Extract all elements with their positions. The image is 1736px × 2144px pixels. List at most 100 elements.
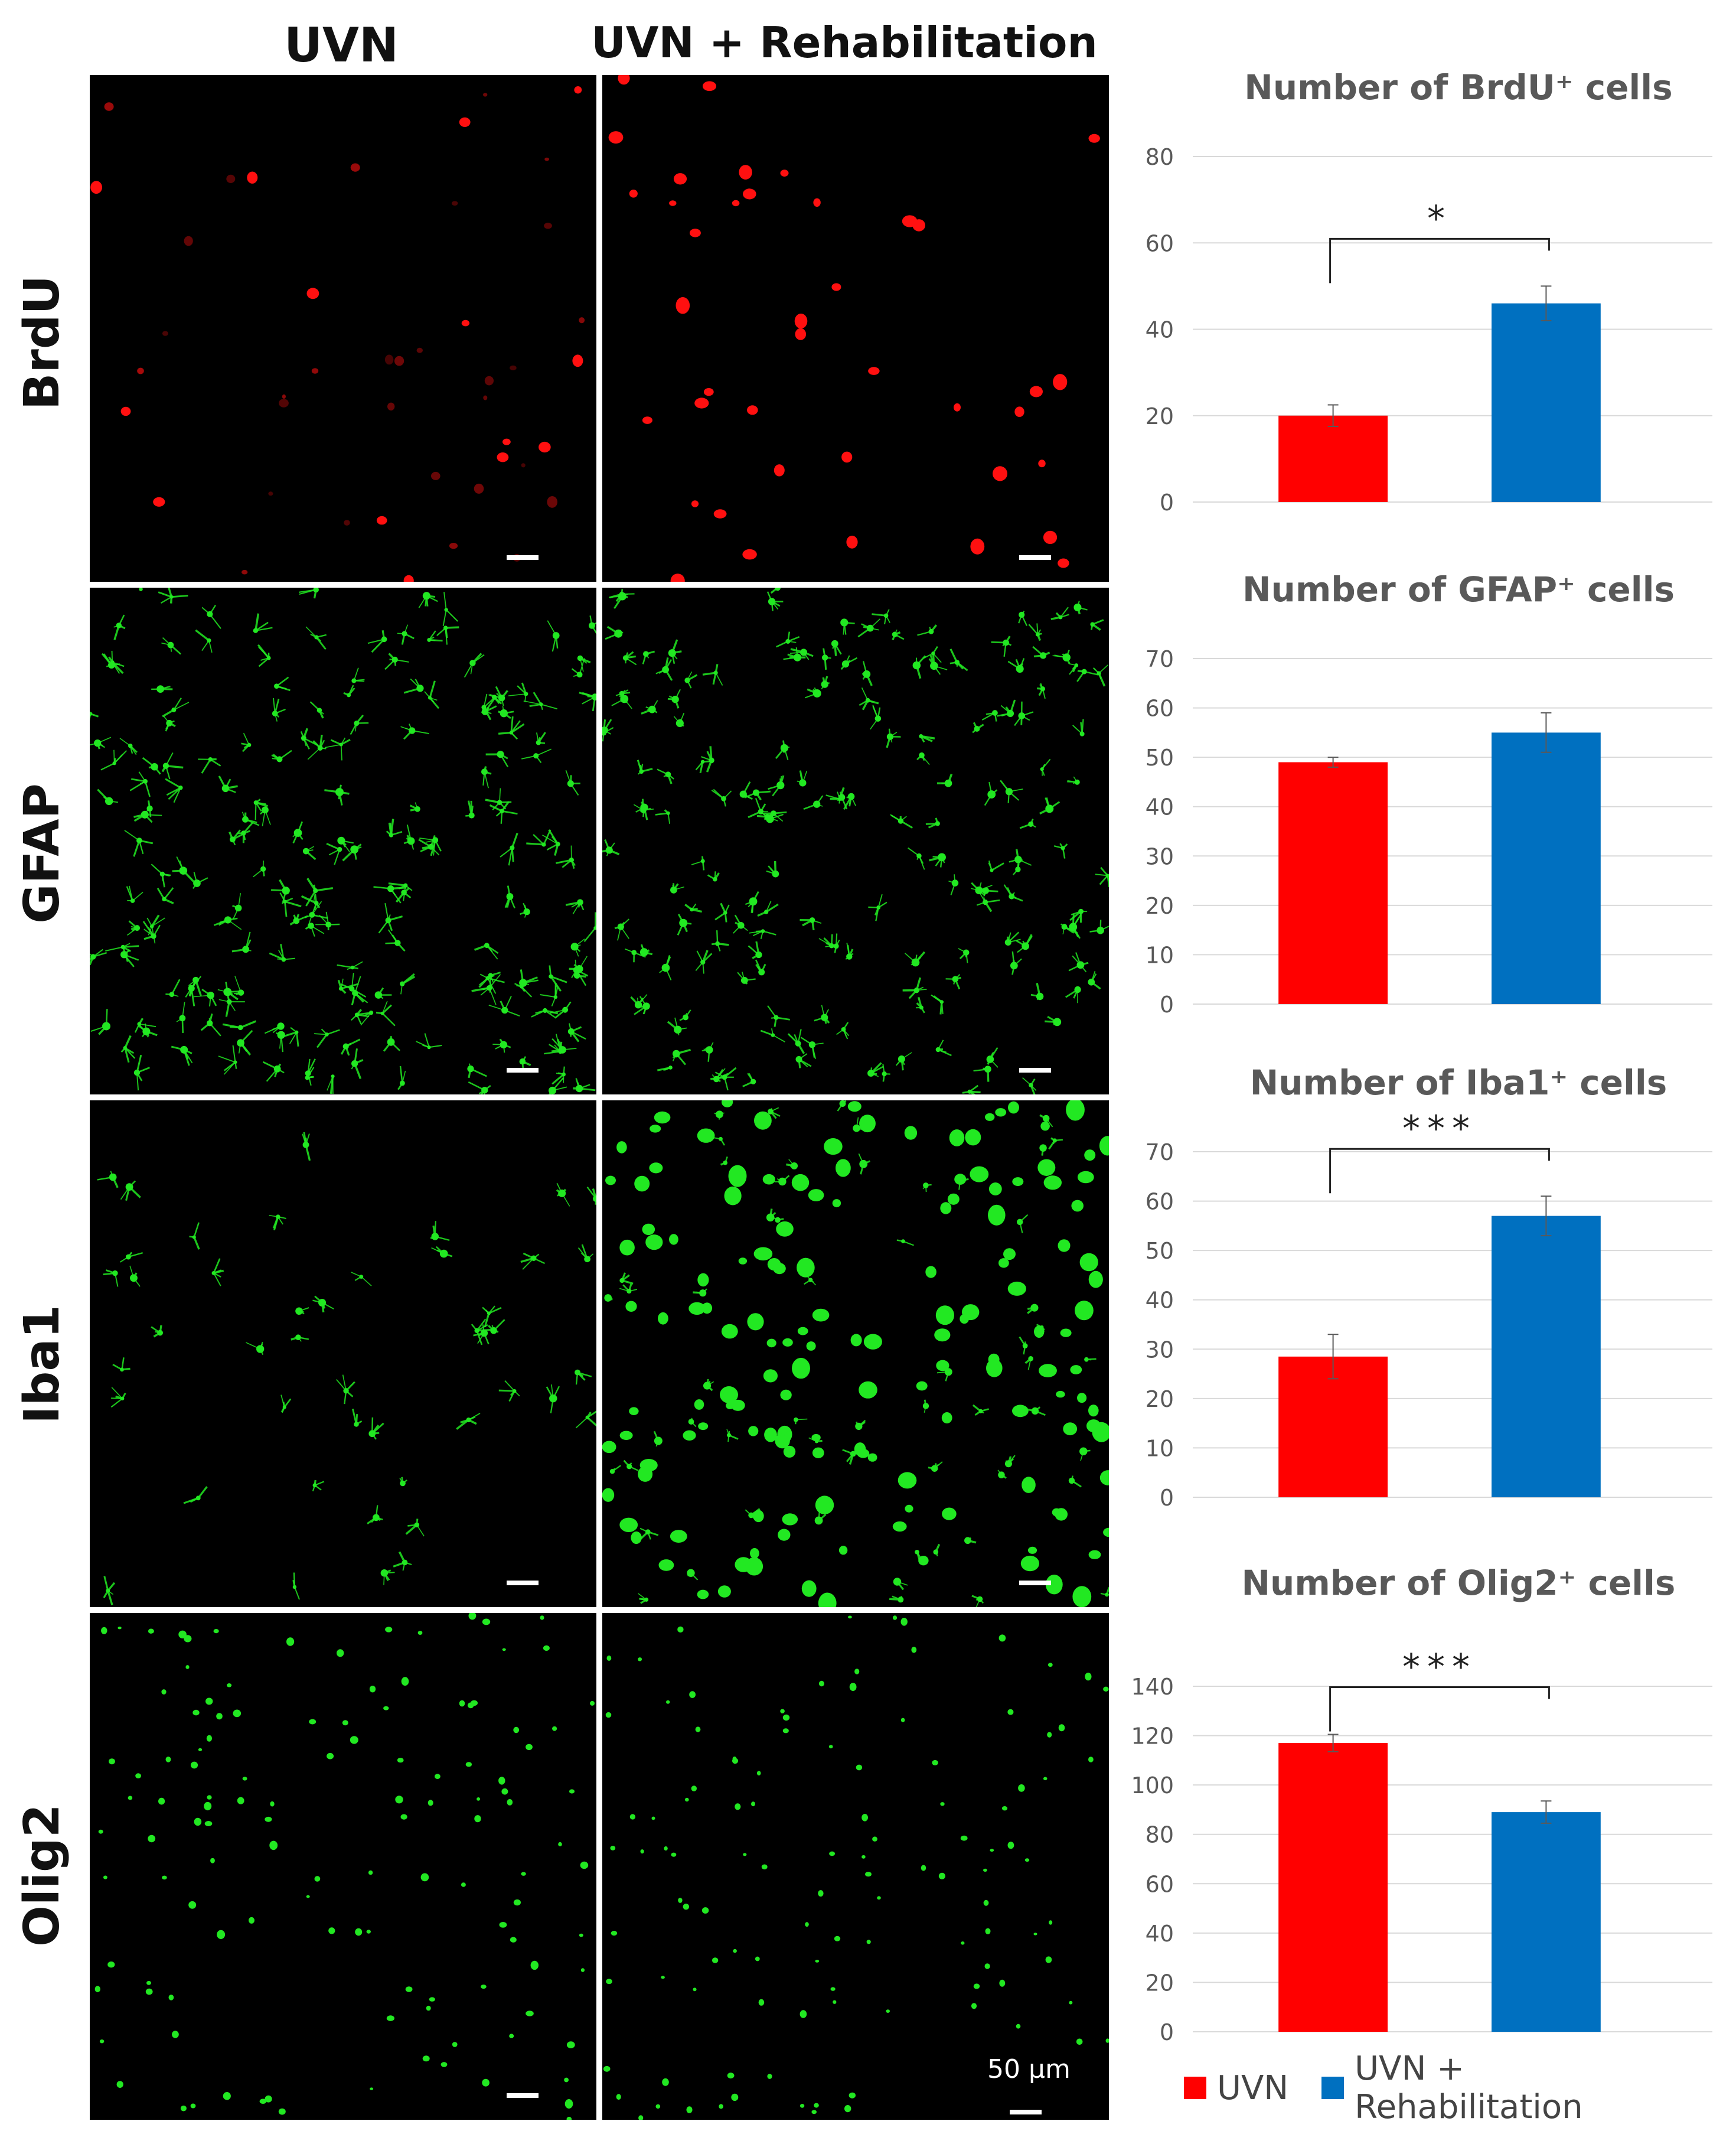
cell-process — [808, 1437, 823, 1444]
cell-process — [478, 972, 501, 993]
scale-bar — [507, 2093, 539, 2098]
cell-dot — [970, 538, 985, 555]
cell-dot — [543, 1645, 550, 1651]
cell-dot — [1016, 2024, 1021, 2029]
error-bar — [1541, 285, 1552, 321]
cell-dot — [818, 1501, 833, 1514]
cell-process — [201, 605, 221, 629]
cell-dot — [693, 1987, 697, 1992]
cell-process — [795, 1053, 812, 1068]
cell-dot — [544, 157, 549, 161]
cell-process — [870, 705, 882, 730]
cell-dot — [830, 1987, 836, 1991]
cell-dot — [376, 516, 387, 525]
cell-process — [1022, 1077, 1037, 1094]
cell-dot — [778, 1529, 791, 1541]
y-tick-label: 20 — [1146, 403, 1174, 429]
cell-dot — [207, 1795, 212, 1800]
cell-process — [351, 976, 368, 1006]
cell-process — [976, 893, 1000, 913]
cell-dot — [590, 1700, 595, 1706]
cell-dot — [1075, 1301, 1094, 1321]
cell-process — [609, 1465, 621, 1474]
cell-dot — [1103, 1686, 1109, 1692]
cell-process — [213, 916, 242, 930]
y-tick-label: 80 — [1146, 1822, 1174, 1848]
cell-process — [742, 1073, 756, 1087]
cell-dot — [831, 283, 841, 291]
cell-dot — [385, 1627, 393, 1633]
cell-dot — [502, 438, 511, 445]
cell-dot — [185, 1665, 190, 1669]
y-tick-label: 140 — [1131, 1674, 1174, 1700]
cell-dot — [670, 574, 685, 582]
cell-process — [695, 950, 713, 974]
cell-dot — [905, 1504, 913, 1513]
cell-process — [305, 923, 325, 937]
cell-dot — [844, 2105, 851, 2113]
cell-process — [165, 778, 183, 803]
scale-bar — [1019, 1068, 1051, 1073]
cell-process — [113, 614, 126, 640]
legend-item-rehab: UVN + Rehabilitation — [1321, 2049, 1703, 2126]
cell-dot — [107, 1961, 115, 1968]
y-tick-label: 20 — [1146, 1970, 1174, 1996]
cell-dot — [898, 1472, 917, 1489]
cell-process — [1039, 1144, 1047, 1156]
cell-dot — [836, 1159, 851, 1177]
cell-process — [232, 893, 242, 920]
cell-dot — [698, 1422, 709, 1431]
cell-dot — [580, 1861, 589, 1869]
cell-dot — [645, 1234, 663, 1250]
cell-dot — [405, 1986, 413, 1992]
cell-dot — [988, 1182, 1002, 1195]
cell-dot — [184, 236, 193, 246]
cell-dot — [697, 1589, 709, 1599]
cell-dot — [849, 2092, 856, 2099]
cell-process — [500, 832, 518, 866]
error-bar — [1541, 1800, 1552, 1824]
cell-process — [241, 732, 252, 752]
y-tick-label: 10 — [1146, 1435, 1174, 1461]
cell-dot — [184, 1635, 192, 1643]
cell-process — [1069, 908, 1088, 923]
legend-label-rehab: UVN + Rehabilitation — [1355, 2049, 1583, 2126]
cell-process — [229, 829, 245, 846]
cell-process — [342, 843, 362, 862]
cell-process — [242, 812, 260, 826]
cell-process — [521, 748, 552, 763]
cell-process — [886, 728, 901, 748]
cell-dot — [973, 1983, 980, 1989]
cell-dot — [669, 1234, 678, 1245]
cell-dot — [694, 1399, 704, 1410]
cell-process — [602, 839, 620, 856]
cell-dot — [265, 1816, 272, 1822]
cell-dot — [618, 75, 630, 85]
cell-process — [418, 592, 438, 608]
cell-dot — [606, 1655, 612, 1661]
cell-dot — [640, 1849, 644, 1854]
cell-dot — [824, 1138, 843, 1155]
cell-dot — [811, 2110, 817, 2114]
cell-dot — [237, 1797, 244, 1804]
y-tick-label: 60 — [1146, 1189, 1174, 1215]
cell-dot — [1038, 460, 1046, 468]
cell-dot — [859, 1115, 876, 1133]
cell-process — [972, 1404, 989, 1416]
cell-dot — [368, 1870, 373, 1875]
cell-process — [780, 1430, 791, 1447]
cell-process — [1090, 619, 1104, 631]
cell-dot — [965, 1129, 981, 1146]
cell-dot — [753, 1247, 773, 1261]
cell-dot — [172, 2031, 179, 2038]
cell-process — [766, 861, 779, 878]
cell-process — [657, 768, 674, 784]
cell-dot — [509, 2034, 514, 2038]
cell-process — [707, 871, 720, 882]
cell-process — [380, 1569, 395, 1585]
cell-dot — [993, 466, 1007, 481]
cell-process — [653, 1431, 663, 1447]
cell-dot — [902, 215, 918, 227]
cell-dot — [767, 1258, 781, 1271]
olig2-uvn-cells — [94, 1613, 595, 2120]
